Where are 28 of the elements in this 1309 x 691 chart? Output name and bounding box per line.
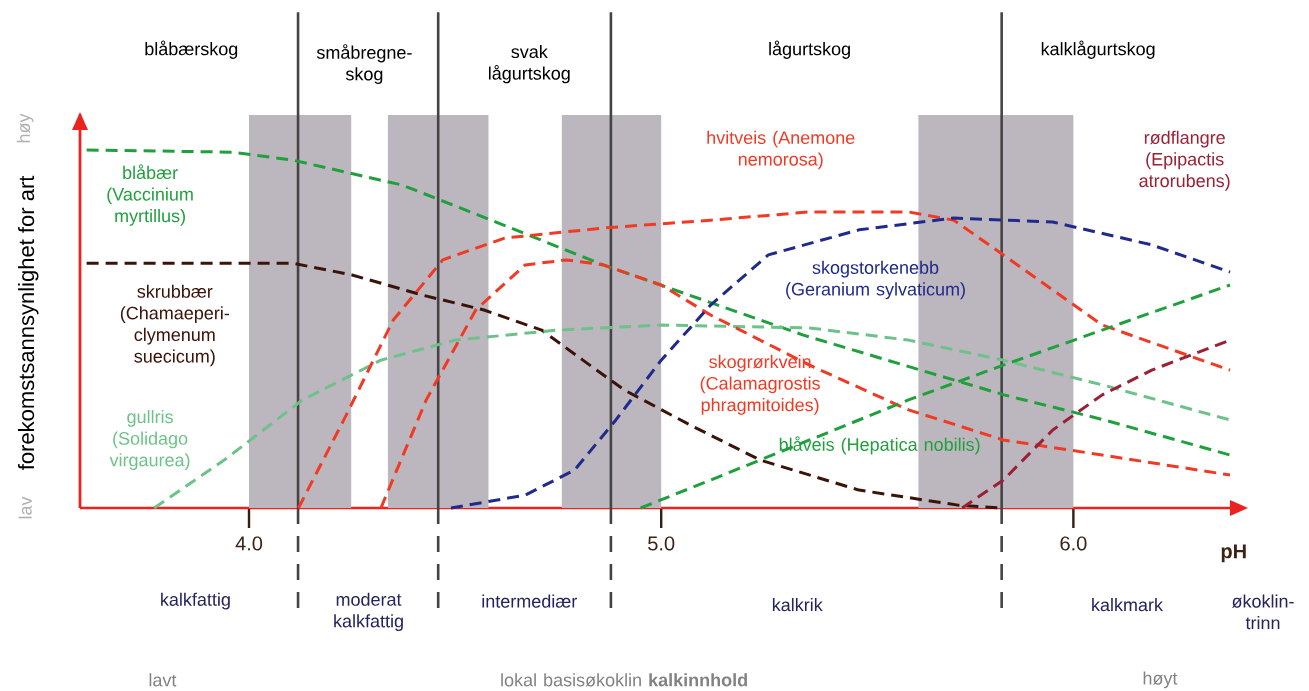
text: kalkmark bbox=[1092, 598, 1163, 612]
text: rødflangre (Epipactis atrorubens) bbox=[1139, 130, 1230, 191]
x-axis-title: pH bbox=[1221, 544, 1246, 563]
text: kalklågurtskog bbox=[1041, 40, 1155, 59]
text: lavt bbox=[149, 673, 177, 687]
x-tick-label: 6.0 bbox=[1060, 536, 1087, 551]
text: høyt bbox=[1143, 671, 1178, 689]
text: blåbærskog bbox=[145, 40, 238, 59]
text: hvitveis (Anemone nemorosa) bbox=[707, 130, 855, 170]
text: kalkfattig bbox=[161, 592, 230, 610]
text: lokal basisøkoklin kalkinnhold bbox=[501, 673, 747, 687]
text: moderat kalkfattig bbox=[334, 592, 403, 632]
text: høy bbox=[16, 113, 34, 143]
text: kalkrik bbox=[772, 598, 823, 612]
series-label: skogstorkenebb (Geranium sylvaticum) bbox=[786, 260, 965, 300]
x-tick-label: 4.0 bbox=[235, 536, 263, 551]
text: lav bbox=[18, 496, 32, 519]
series-label: skogrørkvein (Calamagrostis phragmitoides) bbox=[700, 354, 820, 415]
text: svak lågurtskog bbox=[488, 44, 570, 84]
series-label: gullris (Solidago virgaurea) bbox=[109, 409, 190, 470]
series-label: blåbær (Vaccinium myrtillus) bbox=[107, 164, 193, 226]
text: småbregne-skog bbox=[316, 44, 412, 84]
text: intermediær bbox=[482, 594, 578, 608]
series-label: skrubbær (Chamaeperi-clymenum suecicum) bbox=[120, 284, 230, 367]
y-axis-title: forekomstsannsynlighet for art bbox=[18, 175, 39, 470]
x-tick-label: 5.0 bbox=[648, 536, 675, 551]
text: økoklin-trinn bbox=[1231, 594, 1294, 630]
text: lågurtskog bbox=[769, 40, 850, 59]
